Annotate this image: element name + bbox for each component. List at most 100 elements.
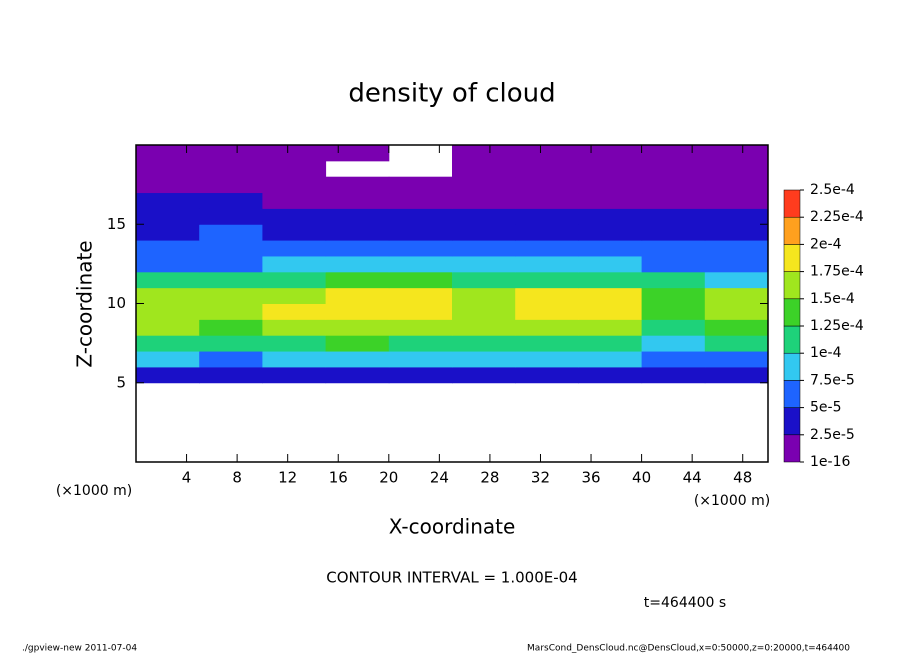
y-tick-label: 15 [107,215,126,233]
cell [704,208,769,225]
x-unit: (×1000 m) [694,493,770,509]
cell [136,319,200,336]
cell [452,160,516,178]
footer-right: MarsCond_DensCloud.nc@DensCloud,x=0:5000… [527,644,850,654]
cell [452,255,516,273]
cell [515,160,579,178]
cell [452,303,516,320]
cell [704,271,769,289]
x-tick-label: 12 [278,469,297,487]
cell [578,271,643,289]
cell [199,335,263,352]
cell [262,160,327,178]
cell [704,224,769,241]
cell [452,335,516,352]
cell [199,303,263,320]
colorbar-box [783,244,801,272]
cell [262,240,327,257]
cell [199,240,263,257]
cell [199,176,263,194]
cell [704,351,769,368]
cell [136,271,200,289]
cell [641,335,706,352]
y-unit: (×1000 m) [56,483,132,499]
cell [136,224,200,241]
cell [262,224,327,241]
cell [578,335,643,352]
cell [452,176,516,194]
cell [262,145,327,162]
cell [641,303,706,320]
cell [199,145,263,162]
colorbar-box [783,298,801,327]
cell [325,303,390,320]
x-tick-label: 20 [379,469,398,487]
cell [136,287,200,304]
cell [199,255,263,273]
cell [515,366,579,384]
x-tick-label: 28 [480,469,499,487]
colorbar-label: 2e-4 [810,236,842,252]
chart-title: density of cloud [348,79,555,109]
cell [199,208,263,225]
cell [704,255,769,273]
cell [388,335,453,352]
cell [325,176,390,194]
cell [199,192,263,209]
cell [641,319,706,336]
cell [325,319,390,336]
colorbar-label: 1e-4 [810,345,842,361]
cell [388,366,453,384]
colorbar-label: 1e-16 [810,454,850,470]
colorbar-box [783,434,801,463]
cell [704,335,769,352]
cell [515,335,579,352]
cell [578,351,643,368]
cell [325,287,390,304]
cell [199,271,263,289]
cell [641,366,706,384]
time-note: t=464400 s [644,595,726,611]
cell [704,176,769,194]
x-tick-label: 36 [581,469,600,487]
colorbar-box [783,380,801,408]
cell [515,208,579,225]
colorbar-label: 2.5e-4 [810,182,855,198]
cell [262,303,327,320]
cell [199,319,263,336]
cell [641,271,706,289]
cell [515,271,579,289]
cell [515,319,579,336]
x-tick-label: 24 [430,469,449,487]
cell [136,160,200,178]
x-tick-label: 16 [329,469,348,487]
colorbar-box [783,325,801,354]
cell [199,287,263,304]
colorbar-box [783,271,801,300]
cell [578,208,643,225]
colorbar-label: 2.5e-5 [810,427,855,443]
cell [136,145,200,162]
cell [452,366,516,384]
cell [641,255,706,273]
cell [136,192,200,209]
cell [388,255,453,273]
cell [136,255,200,273]
cell [515,192,579,209]
cell [641,287,706,304]
cell [452,192,516,209]
cell [325,208,390,225]
cell [578,192,643,209]
cell [262,208,327,225]
cell [452,145,516,162]
colorbar-label: 1.25e-4 [810,318,864,334]
x-tick-label: 32 [531,469,550,487]
cell [641,145,706,162]
cell [388,351,453,368]
cell [641,160,706,178]
x-tick-label: 4 [182,469,192,487]
cell [136,335,200,352]
cell [388,176,453,194]
cell [388,208,453,225]
cell [262,271,327,289]
